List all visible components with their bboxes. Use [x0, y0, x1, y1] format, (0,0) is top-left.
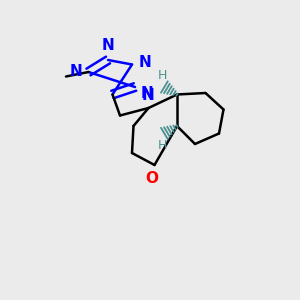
Text: N: N [139, 55, 152, 70]
Text: N: N [102, 38, 114, 53]
Text: H: H [158, 69, 167, 82]
Text: N: N [141, 86, 153, 101]
Text: N: N [69, 64, 82, 80]
Text: H: H [158, 139, 167, 152]
Text: O: O [146, 171, 159, 186]
Text: N: N [142, 88, 154, 103]
